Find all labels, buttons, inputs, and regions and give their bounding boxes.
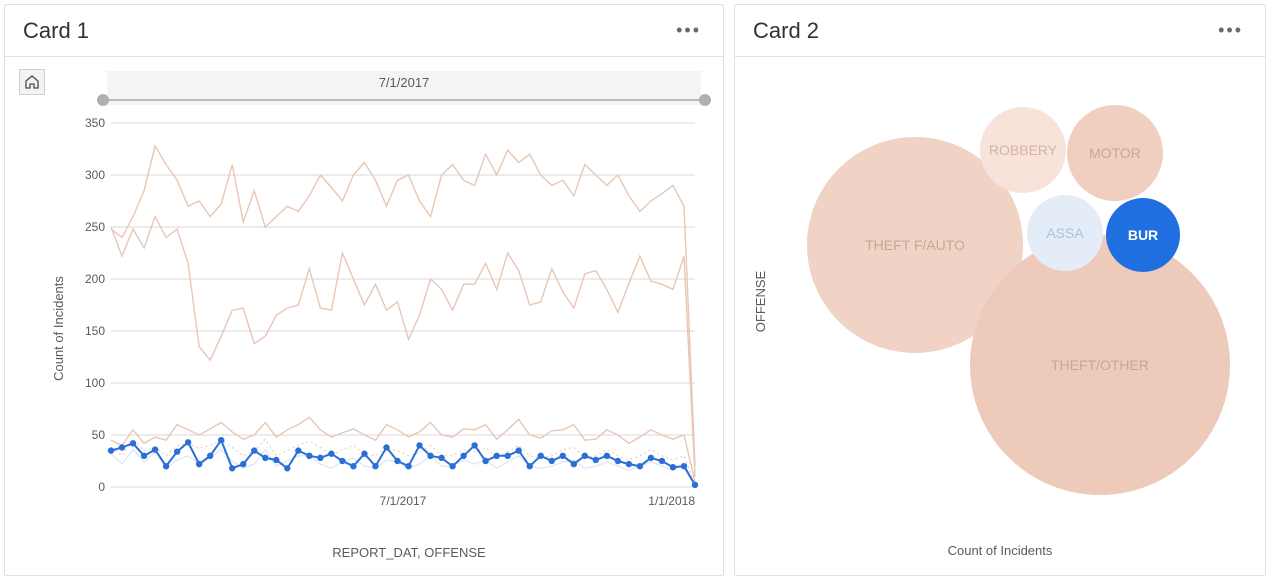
chart-zone: 7/1/2017 Count of Incidents 0 50 100 150 200… — [47, 65, 711, 563]
svg-text:100: 100 — [85, 376, 105, 390]
card-menu-button[interactable]: ••• — [672, 20, 705, 41]
card-title: Card 1 — [23, 18, 89, 44]
svg-text:300: 300 — [85, 168, 105, 182]
slider-handle-end[interactable] — [699, 94, 711, 106]
svg-text:THEFT F/AUTO: THEFT F/AUTO — [865, 237, 965, 253]
home-button[interactable] — [19, 69, 45, 95]
svg-text:250: 250 — [85, 220, 105, 234]
svg-text:THEFT/OTHER: THEFT/OTHER — [1051, 357, 1149, 373]
card-menu-button[interactable]: ••• — [1214, 20, 1247, 41]
bubble-zone: OFFENSE THEFT F/AUTO THEFT/OTHER ROBBERY MO… — [747, 65, 1253, 537]
svg-text:BUR: BUR — [1128, 227, 1158, 243]
slider-handle-start[interactable] — [97, 94, 109, 106]
svg-text:50: 50 — [92, 428, 106, 442]
line-chart[interactable]: 0 50 100 150 200 250 300 350 7/1/2017 1/1/2018 — [69, 115, 711, 541]
bubble-x-axis-title: Count of Incidents — [747, 537, 1253, 563]
home-icon — [24, 74, 40, 90]
svg-text:0: 0 — [98, 480, 105, 494]
card-2: Card 2 ••• OFFENSE THEFT F/AUTO THEFT/OTH… — [734, 4, 1266, 576]
y-axis-title-text: Count of Incidents — [51, 276, 66, 381]
bubble-chart[interactable]: THEFT F/AUTO THEFT/OTHER ROBBERY MOTOR ASSA B… — [775, 65, 1253, 537]
y-axis-title: Count of Incidents — [47, 115, 69, 541]
x-axis-title-text: REPORT_DAT, OFFENSE — [332, 545, 485, 560]
card-title: Card 2 — [753, 18, 819, 44]
side-toolbar — [17, 65, 47, 563]
svg-text:200: 200 — [85, 272, 105, 286]
bubble-x-axis-title-text: Count of Incidents — [948, 543, 1053, 558]
plot-row: Count of Incidents 0 50 100 150 200 250 300 350… — [47, 115, 711, 541]
card-1: Card 1 ••• 7/1/2017 Count of Incidents — [4, 4, 724, 576]
slider-label: 7/1/2017 — [107, 75, 701, 90]
card-body: OFFENSE THEFT F/AUTO THEFT/OTHER ROBBERY MO… — [735, 57, 1265, 575]
svg-text:350: 350 — [85, 116, 105, 130]
card-header: Card 2 ••• — [735, 5, 1265, 57]
svg-text:ASSA: ASSA — [1046, 225, 1084, 241]
bubble-y-axis-title: OFFENSE — [747, 65, 775, 537]
card-header: Card 1 ••• — [5, 5, 723, 57]
svg-text:1/1/2018: 1/1/2018 — [648, 494, 695, 508]
svg-text:150: 150 — [85, 324, 105, 338]
time-slider[interactable]: 7/1/2017 — [107, 65, 701, 115]
svg-text:7/1/2017: 7/1/2017 — [380, 494, 427, 508]
bubble-y-axis-title-text: OFFENSE — [754, 270, 769, 331]
card-body: 7/1/2017 Count of Incidents 0 50 100 150 200… — [5, 57, 723, 575]
bubble-chart-svg: THEFT F/AUTO THEFT/OTHER ROBBERY MOTOR ASSA B… — [775, 65, 1245, 515]
slider-track — [101, 99, 707, 101]
line-chart-svg: 0 50 100 150 200 250 300 350 7/1/2017 1/1/2018 — [69, 115, 709, 525]
x-axis-title: REPORT_DAT, OFFENSE — [47, 541, 711, 563]
svg-text:ROBBERY: ROBBERY — [989, 142, 1058, 158]
svg-text:MOTOR: MOTOR — [1089, 145, 1141, 161]
